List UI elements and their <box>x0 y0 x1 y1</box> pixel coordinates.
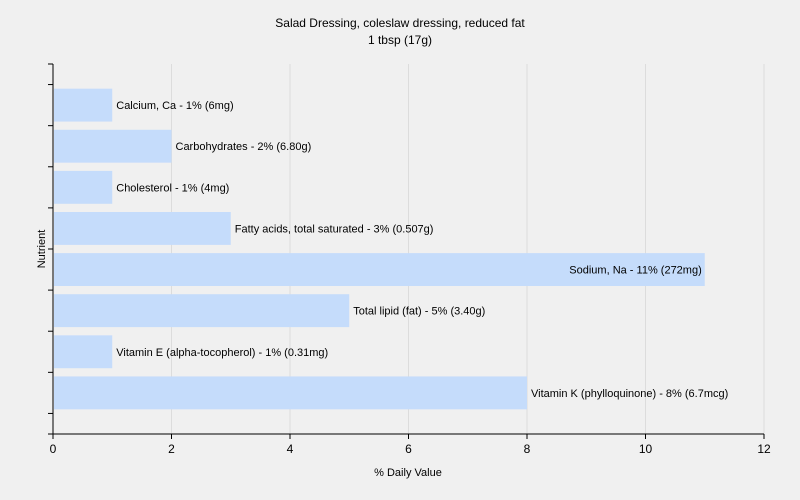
bar <box>54 294 350 328</box>
x-tick-label: 12 <box>757 442 771 456</box>
chart-title-main: Salad Dressing, coleslaw dressing, reduc… <box>275 16 525 30</box>
bar-label: Vitamin E (alpha-tocopherol) - 1% (0.31m… <box>116 347 328 359</box>
bar-label: Sodium, Na - 11% (272mg) <box>569 265 701 277</box>
x-tick-label: 4 <box>287 442 294 456</box>
x-tick-label: 0 <box>50 442 57 456</box>
bar <box>54 129 172 163</box>
bar <box>54 88 113 122</box>
x-axis-title: % Daily Value <box>374 467 442 479</box>
bar <box>54 212 231 245</box>
chart-subtitle: 1 tbsp (17g) <box>367 33 433 47</box>
bar-label: Calcium, Ca - 1% (6mg) <box>116 100 233 112</box>
x-tick-label: 6 <box>405 442 412 456</box>
bar <box>54 253 705 286</box>
x-tick-label: 2 <box>168 442 175 456</box>
bars <box>54 88 705 410</box>
chart-title: Salad Dressing, coleslaw dressing, reduc… <box>0 15 800 49</box>
bar-label: Carbohydrates - 2% (6.80g) <box>176 141 312 153</box>
x-tick-label: 10 <box>639 442 653 456</box>
bar-label: Cholesterol - 1% (4mg) <box>116 182 229 194</box>
grid-lines <box>171 64 765 434</box>
bar-label: Total lipid (fat) - 5% (3.40g) <box>353 306 485 318</box>
labels: 0 2 4 6 8 10 12 Calcium, Ca - 1% (6mg) Carbohydr… <box>50 100 771 456</box>
bar <box>54 170 113 204</box>
bar-label: Vitamin K (phylloquinone) - 8% (6.7mcg) <box>531 388 728 400</box>
bar-label: Fatty acids, total saturated - 3% (0.507… <box>235 223 434 235</box>
bar <box>54 376 527 410</box>
x-tick-label: 8 <box>524 442 531 456</box>
y-axis-title: Nutrient <box>36 230 48 269</box>
bar <box>54 335 113 369</box>
axes <box>48 63 765 439</box>
